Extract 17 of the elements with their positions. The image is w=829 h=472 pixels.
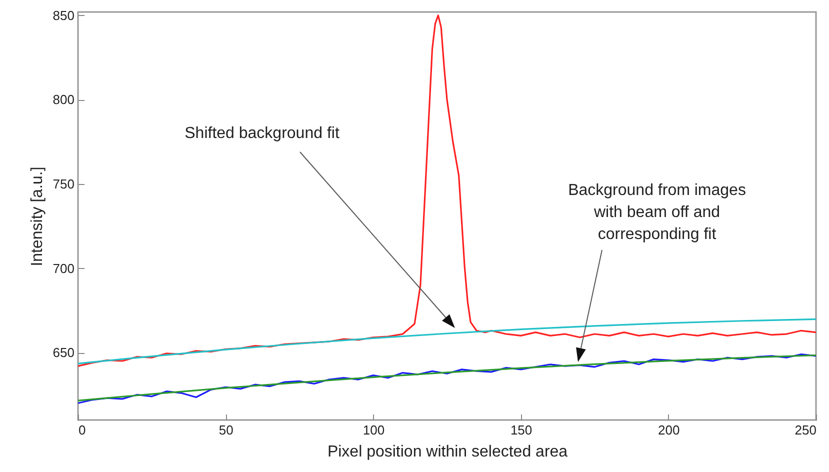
y-tick-label: 700 [52,260,74,276]
x-tick-label: 250 [794,422,816,438]
annotation: Shifted background fit [184,125,340,142]
y-tick-label: 650 [52,345,74,360]
y-tick-label: 750 [52,176,74,192]
y-tick-label: 800 [52,92,74,108]
annotation: Background from images with beam off and corresponding fit [568,182,746,243]
x-axis-title: Pixel position within selected area [327,444,568,460]
line-series [78,318,816,364]
line-series [78,14,816,367]
x-tick-label: 200 [658,422,680,438]
x-tick-label: 150 [510,422,532,438]
y-axis-title: Intensity [a.u.] [28,166,46,266]
y-tick-label: 850 [52,8,74,23]
x-tick-label: 50 [218,422,234,438]
x-tick-label: 0 [78,422,86,438]
x-tick-label: 100 [362,422,385,438]
